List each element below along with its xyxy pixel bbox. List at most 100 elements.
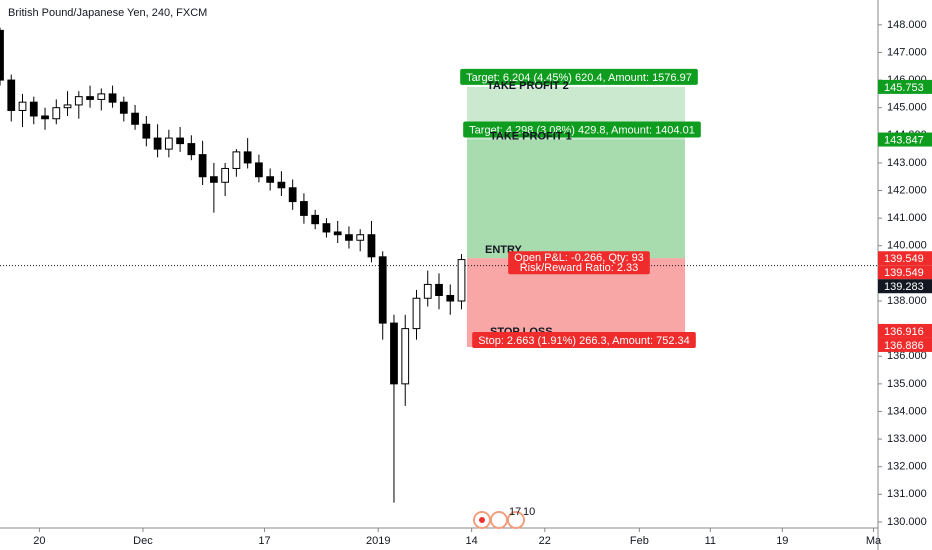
y-tick-label: 134.000 xyxy=(887,405,927,417)
profit-zone-1 xyxy=(467,139,685,259)
y-tick-label: 131.000 xyxy=(887,488,927,500)
candle-body xyxy=(232,151,241,169)
candle-body xyxy=(333,231,342,236)
y-tick-label: 132.000 xyxy=(887,461,927,473)
y-tick-label: 140.000 xyxy=(887,240,927,252)
info-text: Stop: 2.663 (1.91%) 266.3, Amount: 752.3… xyxy=(478,335,690,347)
candle-body xyxy=(401,328,410,385)
candle-body xyxy=(390,322,398,385)
price-tag-label: 139.549 xyxy=(884,267,924,279)
y-tick-label: 143.000 xyxy=(887,157,927,169)
candle-body xyxy=(300,201,308,216)
x-tick-label: 11 xyxy=(705,535,716,547)
candle-body xyxy=(0,29,4,81)
candle-body xyxy=(243,151,252,164)
x-tick-label: 19 xyxy=(776,535,788,547)
candle-body xyxy=(446,294,455,302)
x-tick-label: 14 xyxy=(466,535,478,547)
badge-count: 10 xyxy=(523,506,535,518)
y-tick-label: 135.000 xyxy=(887,378,927,390)
price-tag xyxy=(878,132,932,147)
candle-body xyxy=(457,259,466,302)
price-tag xyxy=(878,323,932,338)
price-tag-label: 145.753 xyxy=(884,82,924,94)
candle-body xyxy=(266,176,275,183)
candle-body xyxy=(187,143,196,156)
candle-body xyxy=(356,234,365,241)
y-tick-label: 136.000 xyxy=(887,350,927,362)
price-tag xyxy=(878,251,932,266)
price-tag-label: 136.916 xyxy=(884,326,924,338)
candle-body xyxy=(86,96,94,100)
candle-body xyxy=(412,297,421,330)
y-tick-label: 145.000 xyxy=(887,102,927,114)
badge-count: 17 xyxy=(509,506,521,518)
position-labels: Target: 6.204 (4.45%) 620.4, Amount: 157… xyxy=(460,68,701,348)
info-label: Target: 4.298 (3.08%) 429.8, Amount: 140… xyxy=(463,121,701,138)
price-tag-label: 136.886 xyxy=(884,340,924,352)
price-tag-label: 139.549 xyxy=(884,253,924,265)
y-tick-label: 133.000 xyxy=(887,433,927,445)
candle-body xyxy=(322,223,331,233)
candle-body xyxy=(367,234,376,258)
candles xyxy=(0,27,466,503)
info-text: Open P&L: -0.266, Qty: 93 xyxy=(514,252,644,264)
info-text: Target: 4.298 (3.08%) 429.8, Amount: 140… xyxy=(469,124,695,136)
y-tick-label: 147.000 xyxy=(887,46,927,58)
price-tag xyxy=(878,265,932,280)
info-text: Target: 6.204 (4.45%) 620.4, Amount: 157… xyxy=(466,72,692,84)
price-tag xyxy=(878,79,932,94)
badge-dot xyxy=(479,517,485,523)
x-tick-label: 20 xyxy=(33,535,45,547)
level-name: TAKE PROFIT 2 xyxy=(487,80,569,92)
candle-body xyxy=(209,176,218,183)
y-tick-label: 148.000 xyxy=(887,19,927,31)
candle-body xyxy=(142,123,151,139)
candle-body xyxy=(435,283,443,296)
candle-body xyxy=(7,79,16,111)
y-tick-label: 141.000 xyxy=(887,212,927,224)
x-tick-label: 22 xyxy=(539,535,551,547)
chart-title: British Pound/Japanese Yen, 240, FXCM xyxy=(8,7,207,19)
candle-body xyxy=(277,181,286,189)
candle-body xyxy=(164,137,173,150)
badge: 17 10 xyxy=(473,506,535,529)
price-tag-label: 139.283 xyxy=(884,281,924,293)
candle-body xyxy=(29,101,38,117)
info-label: Stop: 2.663 (1.91%) 266.3, Amount: 752.3… xyxy=(472,331,696,348)
info-box xyxy=(472,331,696,348)
y-tick-label: 142.000 xyxy=(887,184,927,196)
candle-body xyxy=(41,115,49,120)
level-name: TAKE PROFIT 1 xyxy=(490,130,572,142)
candle-body xyxy=(345,234,353,241)
x-tick-label: 2019 xyxy=(366,535,390,547)
candle-body xyxy=(108,93,117,103)
candle-body xyxy=(311,214,320,225)
x-tick-label: Ma xyxy=(866,535,882,547)
candle-body xyxy=(378,256,387,324)
candle-body xyxy=(63,104,72,109)
candle-body xyxy=(176,137,184,145)
info-box xyxy=(508,251,650,275)
candle-body xyxy=(198,154,207,178)
badge-icon xyxy=(490,511,508,529)
candle-body xyxy=(288,187,297,203)
price-tag xyxy=(878,279,932,294)
candle-body xyxy=(221,167,230,183)
candle-body xyxy=(153,137,162,150)
candle-body xyxy=(255,162,263,178)
info-box xyxy=(460,68,698,85)
candle-body xyxy=(423,283,432,299)
axes: 130.000 131.000 132.000 133.000 134.000 135.0… xyxy=(33,19,932,547)
candle-body xyxy=(119,101,128,114)
x-tick-label: Feb xyxy=(630,535,649,547)
y-tick-label: 138.000 xyxy=(887,295,927,307)
info-box xyxy=(463,121,701,138)
candle-body xyxy=(97,93,106,100)
y-tick-label: 130.000 xyxy=(887,516,927,528)
badge-icon xyxy=(507,511,525,529)
